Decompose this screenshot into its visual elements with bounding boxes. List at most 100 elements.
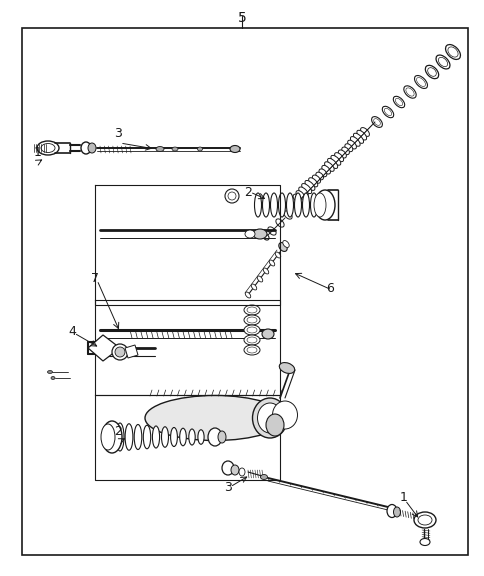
Ellipse shape: [112, 344, 128, 360]
Ellipse shape: [180, 428, 186, 446]
Ellipse shape: [413, 512, 435, 528]
Ellipse shape: [156, 146, 164, 151]
Ellipse shape: [244, 230, 255, 238]
Ellipse shape: [243, 345, 259, 355]
Ellipse shape: [403, 86, 415, 98]
Ellipse shape: [394, 98, 402, 105]
Ellipse shape: [278, 242, 287, 252]
Ellipse shape: [230, 465, 239, 475]
Ellipse shape: [246, 337, 257, 343]
Text: 5: 5: [237, 11, 246, 25]
Ellipse shape: [251, 284, 256, 290]
Ellipse shape: [88, 143, 96, 153]
Ellipse shape: [275, 219, 284, 227]
Ellipse shape: [170, 427, 177, 446]
Ellipse shape: [419, 539, 429, 545]
Ellipse shape: [143, 425, 151, 449]
Ellipse shape: [279, 362, 294, 373]
Ellipse shape: [260, 475, 267, 479]
Ellipse shape: [243, 305, 259, 315]
Ellipse shape: [188, 429, 195, 445]
Ellipse shape: [115, 347, 125, 357]
Ellipse shape: [445, 44, 459, 59]
Ellipse shape: [330, 156, 340, 165]
Ellipse shape: [321, 165, 330, 174]
Ellipse shape: [152, 426, 159, 448]
Ellipse shape: [145, 396, 285, 441]
Ellipse shape: [267, 227, 275, 235]
Ellipse shape: [424, 65, 438, 79]
Ellipse shape: [438, 58, 447, 67]
Ellipse shape: [227, 192, 236, 200]
Ellipse shape: [246, 347, 257, 353]
Ellipse shape: [294, 193, 301, 217]
Ellipse shape: [373, 119, 379, 126]
Ellipse shape: [134, 425, 141, 449]
Ellipse shape: [301, 184, 311, 194]
Ellipse shape: [243, 335, 259, 345]
Ellipse shape: [338, 150, 346, 158]
Ellipse shape: [292, 194, 300, 202]
Ellipse shape: [327, 158, 337, 169]
Ellipse shape: [51, 377, 55, 380]
Ellipse shape: [263, 268, 268, 274]
Ellipse shape: [37, 141, 59, 155]
Ellipse shape: [225, 189, 239, 203]
Ellipse shape: [393, 96, 404, 108]
Ellipse shape: [414, 75, 426, 89]
Ellipse shape: [356, 130, 366, 140]
Ellipse shape: [318, 169, 326, 177]
Ellipse shape: [246, 327, 257, 333]
Text: 3: 3: [114, 127, 121, 139]
Ellipse shape: [257, 403, 282, 433]
Ellipse shape: [252, 398, 287, 438]
Ellipse shape: [304, 180, 314, 191]
Ellipse shape: [257, 276, 262, 282]
Text: 3: 3: [224, 482, 231, 495]
Ellipse shape: [386, 505, 396, 517]
Ellipse shape: [116, 423, 124, 451]
Ellipse shape: [41, 143, 55, 153]
Ellipse shape: [286, 193, 293, 217]
Ellipse shape: [243, 315, 259, 325]
Ellipse shape: [208, 428, 222, 446]
Text: 1: 1: [34, 146, 42, 158]
Ellipse shape: [275, 252, 280, 258]
Ellipse shape: [243, 325, 259, 335]
Ellipse shape: [239, 468, 244, 476]
Ellipse shape: [302, 193, 309, 217]
Ellipse shape: [360, 127, 369, 137]
Ellipse shape: [393, 507, 400, 517]
Ellipse shape: [312, 175, 320, 183]
Ellipse shape: [315, 172, 323, 180]
Text: 7: 7: [91, 271, 99, 285]
Ellipse shape: [282, 241, 288, 248]
Ellipse shape: [261, 329, 273, 339]
Ellipse shape: [350, 137, 360, 146]
Text: 4: 4: [68, 325, 76, 339]
Ellipse shape: [344, 144, 352, 151]
Ellipse shape: [262, 193, 269, 217]
Ellipse shape: [272, 401, 297, 429]
Ellipse shape: [245, 292, 250, 298]
Ellipse shape: [246, 307, 257, 313]
Ellipse shape: [47, 370, 52, 373]
Ellipse shape: [270, 193, 277, 217]
Ellipse shape: [278, 193, 285, 217]
Ellipse shape: [81, 142, 91, 154]
Ellipse shape: [161, 427, 168, 447]
Ellipse shape: [172, 147, 178, 151]
Ellipse shape: [295, 191, 304, 199]
Ellipse shape: [254, 193, 261, 217]
Ellipse shape: [347, 140, 356, 149]
Ellipse shape: [197, 430, 204, 444]
Ellipse shape: [334, 153, 343, 162]
Polygon shape: [88, 335, 120, 361]
Ellipse shape: [265, 414, 284, 436]
Ellipse shape: [262, 234, 269, 240]
Ellipse shape: [283, 211, 291, 219]
Ellipse shape: [447, 47, 457, 57]
Text: 6: 6: [325, 282, 333, 294]
Ellipse shape: [381, 107, 393, 118]
Ellipse shape: [435, 55, 449, 69]
